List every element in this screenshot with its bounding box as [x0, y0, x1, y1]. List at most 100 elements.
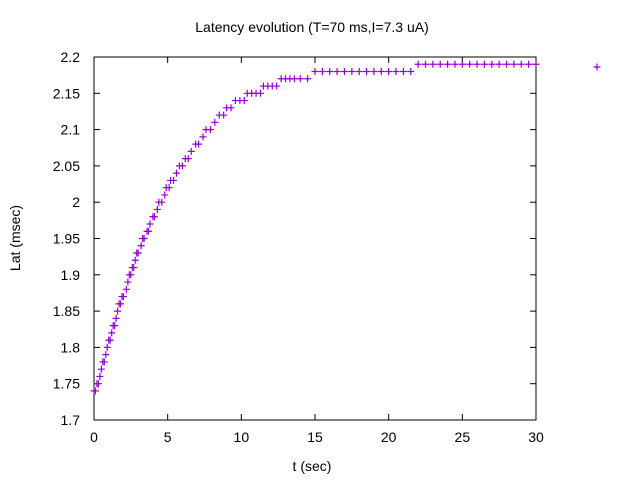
data-point — [304, 75, 312, 83]
data-point — [318, 68, 326, 76]
chart-title: Latency evolution (T=70 ms,I=7.3 uA) — [195, 19, 428, 35]
data-point — [187, 147, 195, 155]
data-point — [220, 111, 228, 119]
data-point — [112, 314, 120, 322]
data-point — [488, 60, 496, 68]
data-point — [145, 227, 153, 235]
data-point — [100, 358, 108, 366]
data-point — [517, 60, 525, 68]
x-tick-label: 10 — [234, 429, 250, 445]
data-point — [119, 293, 127, 301]
data-point — [348, 68, 356, 76]
x-tick-label: 15 — [307, 429, 323, 445]
data-point — [127, 271, 135, 279]
data-point — [102, 351, 110, 359]
data-point — [355, 68, 363, 76]
data-point — [184, 155, 192, 163]
data-point — [111, 322, 119, 330]
y-tick-label: 1.85 — [53, 303, 80, 319]
axis-ticks: 0 5 10 15 20 25 30 1.7 1.75 1.8 1.85 1.9 1.95 2 2.05 2.… — [53, 49, 544, 445]
data-point — [333, 68, 341, 76]
data-point — [96, 372, 104, 380]
data-point — [103, 343, 111, 351]
data-point — [124, 278, 132, 286]
data-point — [94, 380, 102, 388]
data-point — [131, 256, 139, 264]
data-point — [458, 60, 466, 68]
data-point — [377, 68, 385, 76]
data-point — [451, 60, 459, 68]
data-point — [170, 176, 178, 184]
data-point — [436, 60, 444, 68]
y-tick-label: 1.95 — [53, 231, 80, 247]
data-point — [495, 60, 503, 68]
y-tick-label: 2.2 — [61, 49, 81, 65]
y-tick-label: 2 — [72, 194, 80, 210]
data-point — [510, 60, 518, 68]
y-tick-label: 2.05 — [53, 158, 80, 174]
data-point — [473, 60, 481, 68]
data-point — [206, 126, 214, 134]
data-point — [137, 242, 145, 250]
x-axis-label: t (sec) — [293, 458, 332, 474]
x-tick-label: 5 — [164, 429, 172, 445]
data-point — [122, 285, 130, 293]
x-tick-label: 25 — [455, 429, 471, 445]
y-tick-label: 1.9 — [61, 267, 81, 283]
data-point — [161, 191, 169, 199]
data-point — [108, 329, 116, 337]
data-point — [525, 60, 533, 68]
data-point — [97, 365, 105, 373]
data-point — [165, 184, 173, 192]
y-axis-label: Lat (msec) — [7, 205, 23, 271]
y-tick-label: 1.8 — [61, 339, 81, 355]
data-point — [199, 133, 207, 141]
data-point — [273, 82, 281, 90]
y-tick-label: 2.15 — [53, 85, 80, 101]
data-point — [429, 60, 437, 68]
data-point — [296, 75, 304, 83]
data-point — [178, 162, 186, 170]
data-point — [414, 60, 422, 68]
data-point — [240, 97, 248, 105]
y-tick-label: 2.1 — [61, 122, 81, 138]
y-tick-label: 1.75 — [53, 376, 80, 392]
data-point — [195, 140, 203, 148]
data-point — [153, 205, 161, 213]
legend-marker — [593, 63, 601, 71]
data-point — [444, 60, 452, 68]
data-series — [90, 60, 540, 395]
data-point — [130, 264, 138, 272]
data-point — [256, 89, 264, 97]
data-point — [146, 220, 154, 228]
data-point — [158, 198, 166, 206]
data-point — [326, 68, 334, 76]
data-point — [114, 307, 122, 315]
data-point — [290, 75, 298, 83]
data-point — [140, 235, 148, 242]
data-point — [385, 68, 393, 76]
data-point — [227, 104, 235, 112]
data-point — [399, 68, 407, 76]
data-point — [173, 169, 181, 177]
legend — [593, 63, 601, 71]
data-point — [407, 68, 415, 76]
data-point — [134, 249, 142, 257]
data-point — [466, 60, 474, 68]
y-tick-label: 1.7 — [61, 412, 81, 428]
data-point — [422, 60, 429, 68]
data-point — [311, 68, 319, 76]
data-point — [532, 60, 540, 68]
data-point — [503, 60, 511, 68]
x-tick-label: 0 — [90, 429, 98, 445]
x-tick-label: 20 — [381, 429, 397, 445]
data-point — [480, 60, 488, 68]
data-point — [340, 68, 348, 76]
data-point — [363, 68, 371, 76]
x-tick-label: 30 — [528, 429, 544, 445]
data-point — [106, 336, 114, 344]
data-point — [392, 68, 400, 76]
data-point — [211, 118, 219, 126]
